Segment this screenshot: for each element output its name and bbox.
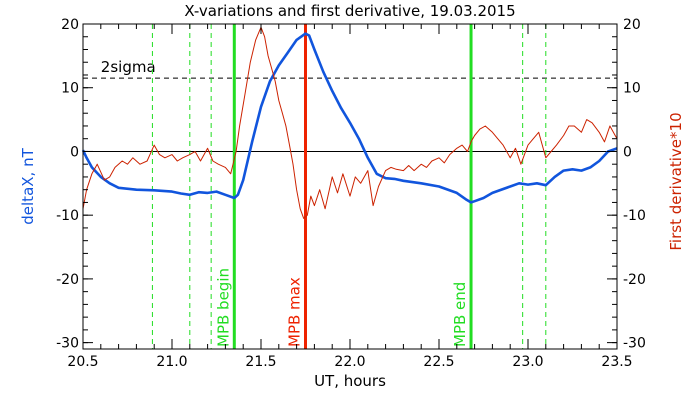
y-tick-label-left: -10	[56, 208, 79, 224]
marker-label-4: MPB begin	[214, 268, 232, 347]
y-tick-label-right: -20	[623, 272, 646, 288]
y-axis-right-label: First derivative*10	[667, 112, 685, 250]
y-tick-label-left: -30	[56, 336, 79, 352]
y-tick-label-left: -20	[56, 272, 79, 288]
series-line-derivative	[82, 26, 618, 219]
y-tick-label-left: 20	[61, 17, 79, 33]
marker-label-5: MPB max	[286, 277, 304, 347]
plot-area: MPB begin MPB max MPB end 20.5 21.0 21.5 22.0 2…	[56, 17, 646, 370]
x-tick-label: 21.0	[156, 354, 187, 370]
x-tick-label: 22.5	[423, 354, 454, 370]
y-tick-label-left: 0	[70, 144, 79, 160]
x-tick-label: 20.5	[67, 354, 98, 370]
chart-title: X-variations and first derivative, 19.03…	[184, 2, 515, 20]
marker-label-6: MPB end	[451, 282, 469, 347]
x-tick-label: 22.0	[334, 354, 365, 370]
plot-frame	[82, 23, 618, 350]
x-tick-label: 21.5	[245, 354, 276, 370]
y-tick-label-right: 0	[623, 144, 632, 160]
y-tick-label-right: 20	[623, 17, 641, 33]
x-axis-label: UT, hours	[314, 372, 386, 390]
y-tick-label-left: 10	[61, 81, 79, 97]
y-tick-label-right: -10	[623, 208, 646, 224]
y-axis-left-label: deltaX, nT	[19, 147, 37, 224]
x-tick-label: 23.0	[512, 354, 543, 370]
y-tick-label-right: -30	[623, 336, 646, 352]
series-line-deltax	[81, 32, 618, 204]
y-tick-label-right: 10	[623, 81, 641, 97]
x-tick-label: 23.5	[601, 354, 632, 370]
sigma-label: 2sigma	[101, 58, 156, 76]
